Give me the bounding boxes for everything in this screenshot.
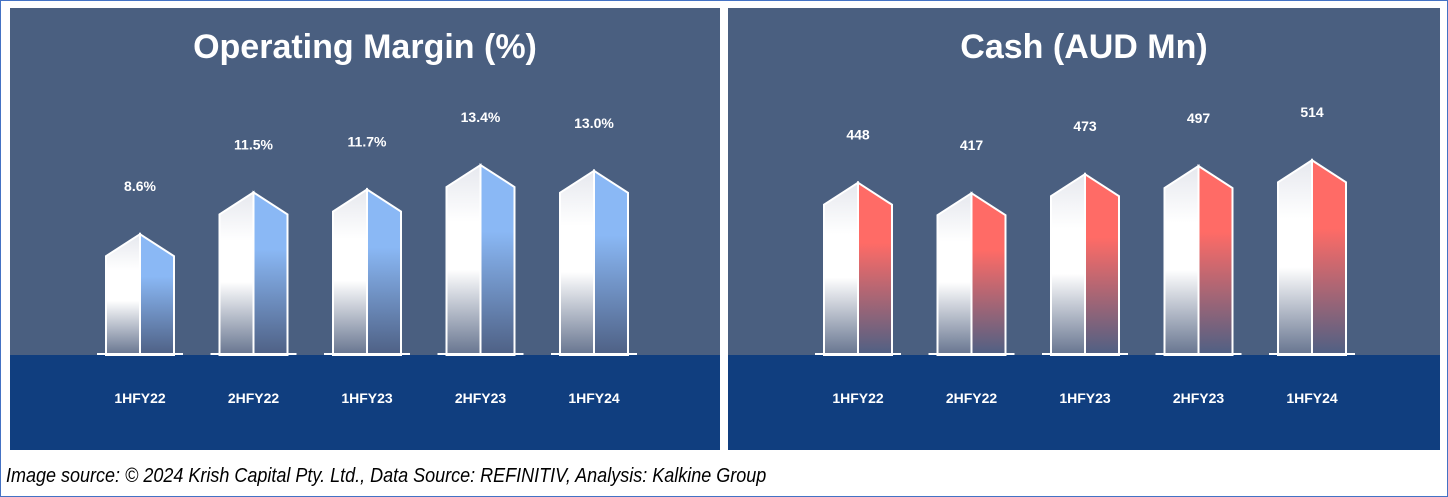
chart-title: Operating Margin (%) <box>193 28 537 66</box>
x-tick-label: 2HFY22 <box>228 390 280 406</box>
bar-front-face <box>1163 164 1200 356</box>
data-label: 13.4% <box>461 109 501 125</box>
bar-front-face <box>218 190 255 356</box>
data-label: 11.5% <box>234 136 273 152</box>
x-tick-label: 2HFY22 <box>946 390 998 406</box>
x-tick-label: 1HFY24 <box>1286 390 1338 406</box>
bar-front-face <box>105 232 141 356</box>
x-tick-label: 2HFY23 <box>1173 390 1225 406</box>
bar-front-face <box>445 163 482 356</box>
data-label: 448 <box>846 127 870 143</box>
bar-front-face <box>559 168 595 356</box>
bar <box>928 191 1015 356</box>
x-tick-label: 2HFY23 <box>455 390 507 406</box>
bar-side-face <box>252 190 289 356</box>
bar-side-face <box>366 187 402 356</box>
image-source-caption: Image source: © 2024 Krish Capital Pty. … <box>6 465 767 487</box>
operating-margin-chart: Operating Margin (%) 8.6% 1HFY22 11.5% 2HFY… <box>10 8 720 450</box>
bar-side-face <box>970 191 1007 356</box>
bar <box>437 163 524 356</box>
x-tick-label: 1HFY22 <box>114 390 166 406</box>
x-tick-label: 1HFY24 <box>568 390 620 406</box>
bar <box>1269 158 1355 356</box>
bar <box>210 190 297 356</box>
bar-front-face <box>936 191 973 356</box>
bar <box>551 168 637 356</box>
bar <box>815 180 901 356</box>
data-label: 417 <box>960 137 984 153</box>
bar-side-face <box>857 180 893 356</box>
axis-band <box>728 355 1440 450</box>
bar-side-face <box>1084 172 1120 356</box>
bar-front-face <box>1050 172 1086 356</box>
bar-front-face <box>823 180 859 356</box>
bar-side-face <box>479 163 516 356</box>
bar-side-face <box>1197 164 1234 356</box>
data-label: 514 <box>1300 104 1324 120</box>
x-tick-label: 1HFY22 <box>832 390 884 406</box>
axis-band <box>10 355 720 450</box>
data-label: 13.0% <box>574 115 614 131</box>
bar <box>1042 172 1128 356</box>
bar-side-face <box>139 232 175 356</box>
cash-chart: Cash (AUD Mn) 448 1HFY22 417 2HFY22 473 1HFY2… <box>728 8 1440 450</box>
data-label: 11.7% <box>348 134 387 150</box>
data-label: 473 <box>1073 118 1097 134</box>
bar-front-face <box>1277 158 1313 356</box>
x-tick-label: 1HFY23 <box>341 390 393 406</box>
chart-title: Cash (AUD Mn) <box>960 28 1208 66</box>
x-tick-label: 1HFY23 <box>1059 390 1111 406</box>
bar <box>324 187 410 356</box>
bar-side-face <box>593 168 629 356</box>
bar-front-face <box>332 187 368 356</box>
data-label: 8.6% <box>124 178 156 194</box>
bar <box>97 232 183 356</box>
data-label: 497 <box>1187 110 1211 126</box>
bar <box>1155 164 1242 356</box>
bar-side-face <box>1311 158 1347 356</box>
